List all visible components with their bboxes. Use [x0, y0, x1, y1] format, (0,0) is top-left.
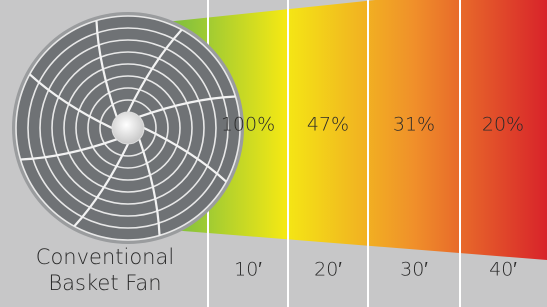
zone-percent: 20%: [482, 114, 524, 136]
zone-distance: 10′: [234, 259, 262, 281]
zone-distance: 40′: [489, 259, 517, 281]
airflow-infographic: Conventional Basket Fan 100% 10′ 47% 20′ 31%…: [0, 0, 547, 307]
fan-label: Basket Fan: [48, 271, 161, 295]
fan-icon: [12, 12, 244, 244]
fan-label: Conventional: [36, 245, 174, 269]
zone-distance: 30′: [400, 259, 428, 281]
zone-percent: 31%: [393, 114, 435, 136]
zone-distance: 20′: [314, 259, 342, 281]
zone-percent: 100%: [221, 114, 275, 136]
zone-percent: 47%: [307, 114, 349, 136]
